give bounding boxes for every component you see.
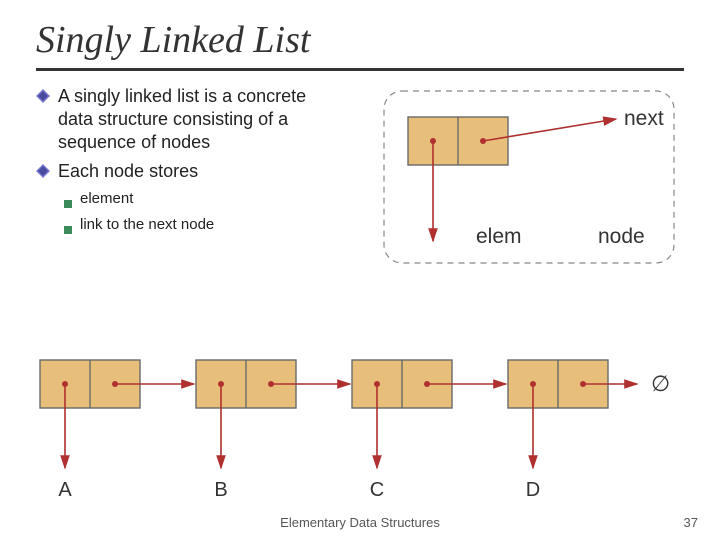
- linked-list-chain-svg: A B C D ∅: [0, 350, 720, 520]
- square-icon: [64, 221, 72, 239]
- bullet-2b-text: link to the next node: [80, 215, 214, 239]
- footer-center: Elementary Data Structures: [0, 515, 720, 530]
- bullet-1-text: A singly linked list is a concrete data …: [58, 85, 334, 154]
- bullet-2b: link to the next node: [64, 215, 334, 239]
- text-column: A singly linked list is a concrete data …: [36, 85, 334, 285]
- node-anatomy-svg: next elem node: [346, 85, 686, 285]
- bullet-2a: element: [64, 189, 334, 213]
- bullet-2a-text: element: [80, 189, 133, 213]
- square-icon: [64, 195, 72, 213]
- svg-text:C: C: [370, 479, 384, 501]
- svg-text:node: node: [598, 225, 645, 248]
- diamond-icon: [36, 164, 50, 183]
- footer-page-number: 37: [684, 515, 698, 530]
- anatomy-diagram: next elem node: [346, 85, 684, 285]
- svg-text:B: B: [214, 479, 227, 501]
- svg-text:next: next: [624, 107, 664, 130]
- bullet-1: A singly linked list is a concrete data …: [36, 85, 334, 154]
- svg-text:D: D: [526, 479, 540, 501]
- bullet-2: Each node stores: [36, 160, 334, 183]
- bullet-2-text: Each node stores: [58, 160, 198, 183]
- slide-title: Singly Linked List: [36, 18, 684, 71]
- content-row: A singly linked list is a concrete data …: [36, 85, 684, 285]
- svg-text:elem: elem: [476, 225, 522, 248]
- svg-text:A: A: [58, 479, 72, 501]
- svg-text:∅: ∅: [651, 371, 670, 396]
- diamond-icon: [36, 89, 50, 154]
